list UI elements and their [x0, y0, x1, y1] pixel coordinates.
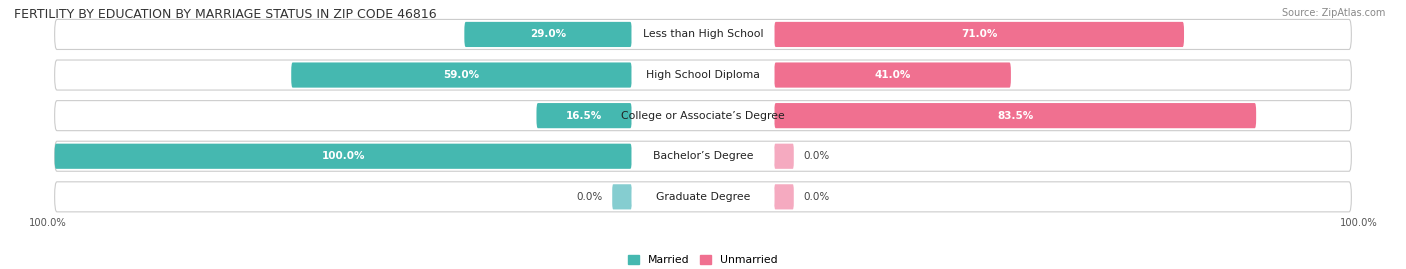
FancyBboxPatch shape	[55, 101, 1351, 131]
FancyBboxPatch shape	[631, 22, 775, 47]
Text: 100.0%: 100.0%	[28, 218, 66, 228]
Text: 41.0%: 41.0%	[875, 70, 911, 80]
FancyBboxPatch shape	[55, 141, 1351, 171]
FancyBboxPatch shape	[775, 22, 1184, 47]
Text: Bachelor’s Degree: Bachelor’s Degree	[652, 151, 754, 161]
Text: Source: ZipAtlas.com: Source: ZipAtlas.com	[1281, 8, 1385, 18]
FancyBboxPatch shape	[631, 144, 775, 169]
Text: 0.0%: 0.0%	[576, 192, 603, 202]
Text: 71.0%: 71.0%	[960, 29, 997, 40]
FancyBboxPatch shape	[55, 144, 631, 169]
FancyBboxPatch shape	[775, 184, 794, 210]
Text: FERTILITY BY EDUCATION BY MARRIAGE STATUS IN ZIP CODE 46816: FERTILITY BY EDUCATION BY MARRIAGE STATU…	[14, 8, 437, 21]
Text: 0.0%: 0.0%	[803, 192, 830, 202]
Text: Graduate Degree: Graduate Degree	[655, 192, 751, 202]
FancyBboxPatch shape	[775, 144, 794, 169]
FancyBboxPatch shape	[55, 60, 1351, 90]
Text: Less than High School: Less than High School	[643, 29, 763, 40]
FancyBboxPatch shape	[291, 62, 631, 88]
Text: 0.0%: 0.0%	[803, 151, 830, 161]
FancyBboxPatch shape	[631, 62, 775, 88]
FancyBboxPatch shape	[55, 182, 1351, 212]
FancyBboxPatch shape	[55, 19, 1351, 49]
Legend: Married, Unmarried: Married, Unmarried	[624, 251, 782, 269]
FancyBboxPatch shape	[631, 184, 775, 210]
FancyBboxPatch shape	[537, 103, 631, 128]
FancyBboxPatch shape	[631, 103, 775, 128]
Text: 100.0%: 100.0%	[1340, 218, 1378, 228]
Text: 16.5%: 16.5%	[567, 111, 602, 121]
Text: College or Associate’s Degree: College or Associate’s Degree	[621, 111, 785, 121]
Text: 100.0%: 100.0%	[322, 151, 366, 161]
Text: 59.0%: 59.0%	[443, 70, 479, 80]
Text: High School Diploma: High School Diploma	[647, 70, 759, 80]
Text: 29.0%: 29.0%	[530, 29, 567, 40]
FancyBboxPatch shape	[775, 62, 1011, 88]
FancyBboxPatch shape	[612, 184, 631, 210]
FancyBboxPatch shape	[775, 103, 1256, 128]
Text: 83.5%: 83.5%	[997, 111, 1033, 121]
FancyBboxPatch shape	[464, 22, 631, 47]
